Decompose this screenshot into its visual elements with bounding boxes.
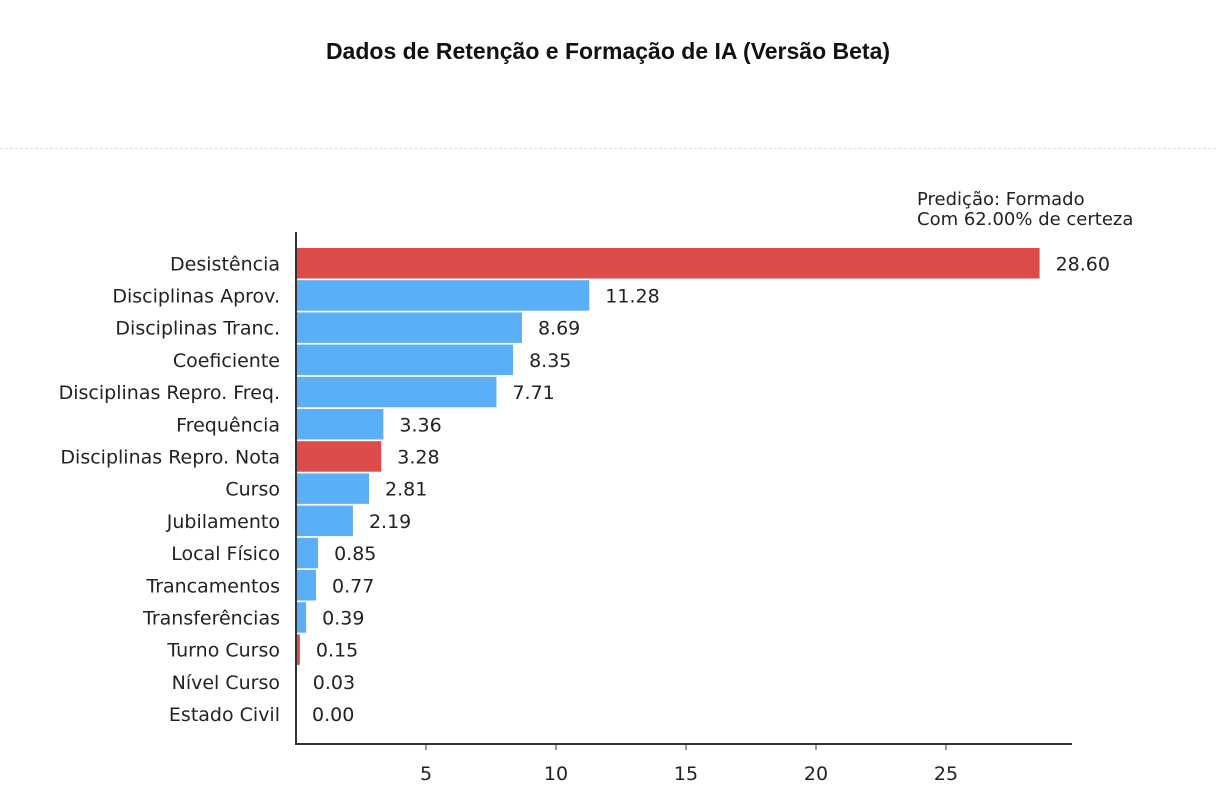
bar-9 [296,537,319,569]
y-tick-label: Coeficiente [173,350,280,372]
y-tick-label: Disciplinas Repro. Nota [60,446,280,468]
y-tick-label: Transferências [142,607,280,629]
x-tick-label: 25 [934,763,958,785]
value-label: 2.19 [369,511,411,533]
value-label: 8.69 [538,318,580,340]
y-tick-label: Trancamentos [145,575,280,597]
value-label: 3.36 [399,414,441,436]
bar-2 [296,312,522,343]
prediction-annotation-line2: Com 62.00% de certeza [917,209,1133,230]
bars-group [296,248,1040,698]
bar-3 [296,344,514,376]
y-tick-label: Disciplinas Tranc. [115,318,280,340]
y-tick-label: Desistência [170,253,280,275]
prediction-annotation-line1: Predição: Formado [917,189,1085,210]
y-tick-label: Curso [225,479,280,501]
x-tick-label: 5 [420,763,432,785]
value-label: 3.28 [397,446,439,468]
bar-7 [296,473,370,504]
value-label: 28.60 [1056,253,1110,275]
y-tick-label: Disciplinas Aprov. [112,285,280,307]
value-labels: 28.60 11.28 8.69 8.35 7.71 3.36 3.28 2.81 2.19 0.… [312,253,1110,726]
value-label: 7.71 [512,382,554,404]
x-ticks: 5 10 15 20 25 [420,744,958,785]
value-label: 0.77 [332,575,374,597]
bar-0 [296,248,1040,279]
x-tick-label: 10 [544,763,568,785]
value-label: 0.85 [334,543,376,565]
value-label: 0.00 [312,704,354,726]
y-tick-label: Estado Civil [169,704,280,726]
y-tick-label: Local Físico [171,543,280,565]
x-tick-label: 15 [674,763,698,785]
y-tick-label: Disciplinas Repro. Freq. [59,382,280,404]
value-label: 0.03 [313,672,355,694]
y-tick-label: Nível Curso [172,672,280,694]
bar-4 [296,376,497,408]
y-tick-label: Turno Curso [166,640,280,662]
y-tick-label: Jubilamento [166,511,280,533]
value-label: 11.28 [605,285,659,307]
bar-1 [296,280,590,311]
x-tick-label: 20 [804,763,828,785]
value-label: 2.81 [385,479,427,501]
bar-8 [296,505,353,537]
bar-12 [296,634,300,665]
bar-6 [296,441,382,472]
card-title: Dados de Retenção e Formação de IA (Vers… [325,38,891,64]
value-label: 0.39 [322,607,364,629]
bar-11 [296,602,307,633]
y-tick-label: Frequência [176,414,280,436]
value-label: 8.35 [529,350,571,372]
value-label: 0.15 [316,640,358,662]
card-divider [0,148,1216,149]
bar-5 [296,409,384,440]
y-tick-labels: Desistência Disciplinas Aprov. Disciplinas… [59,253,280,726]
bar-10 [296,570,317,601]
